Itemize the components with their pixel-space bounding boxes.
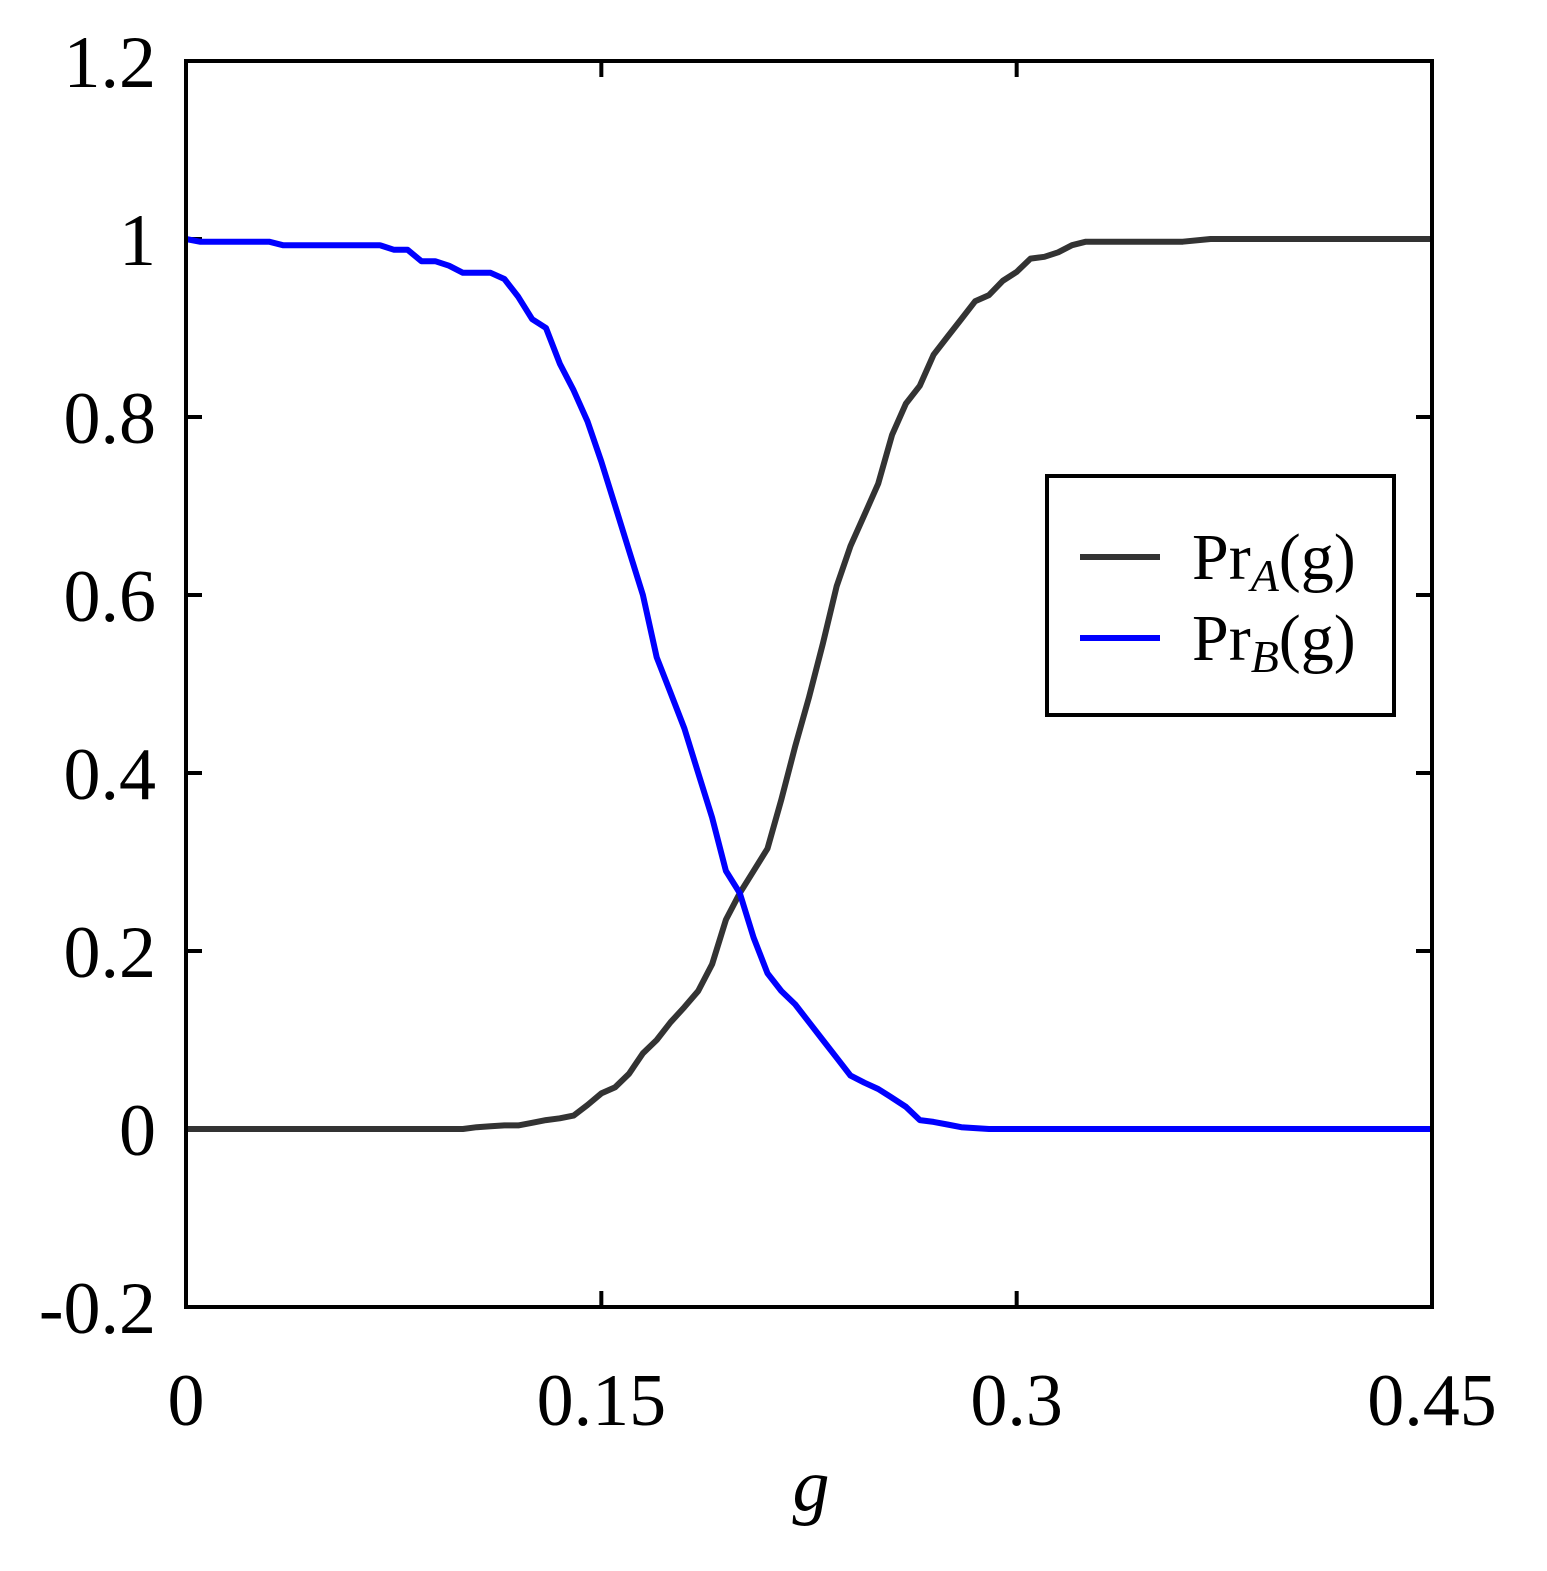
legend-box <box>1045 474 1396 717</box>
x-tick-label: 0.45 <box>1367 1360 1497 1442</box>
y-tick-label: -0.2 <box>39 1268 156 1350</box>
y-tick-label: 0 <box>119 1090 156 1172</box>
x-tick-label: 0.15 <box>537 1360 667 1442</box>
y-tick-label: 1.2 <box>64 22 157 104</box>
series-layer <box>185 236 1432 1132</box>
y-tick-label: 0.4 <box>64 734 157 816</box>
x-axis-label: g <box>793 1445 830 1527</box>
y-tick-label: 0.2 <box>64 912 157 994</box>
x-tick-label: 0 <box>168 1360 205 1442</box>
plot-frame <box>184 59 1434 1309</box>
y-tick-label: 0.8 <box>64 378 157 460</box>
legend: PrA(g)PrB(g) <box>1045 474 1396 717</box>
series-line-pr-b <box>185 236 1432 1132</box>
legend-entry-label: PrA(g) <box>1192 521 1356 601</box>
series-line-pr-a <box>186 236 1432 1132</box>
x-tick-label: 0.3 <box>970 1360 1063 1442</box>
legend-entry-label: PrB(g) <box>1192 602 1356 682</box>
tick-labels: 0 0.15 0.3 0.45-0.200.20.40.60.811.2 <box>39 22 1497 1442</box>
y-tick-label: 1 <box>119 200 156 282</box>
y-tick-label: 0.6 <box>64 556 157 638</box>
